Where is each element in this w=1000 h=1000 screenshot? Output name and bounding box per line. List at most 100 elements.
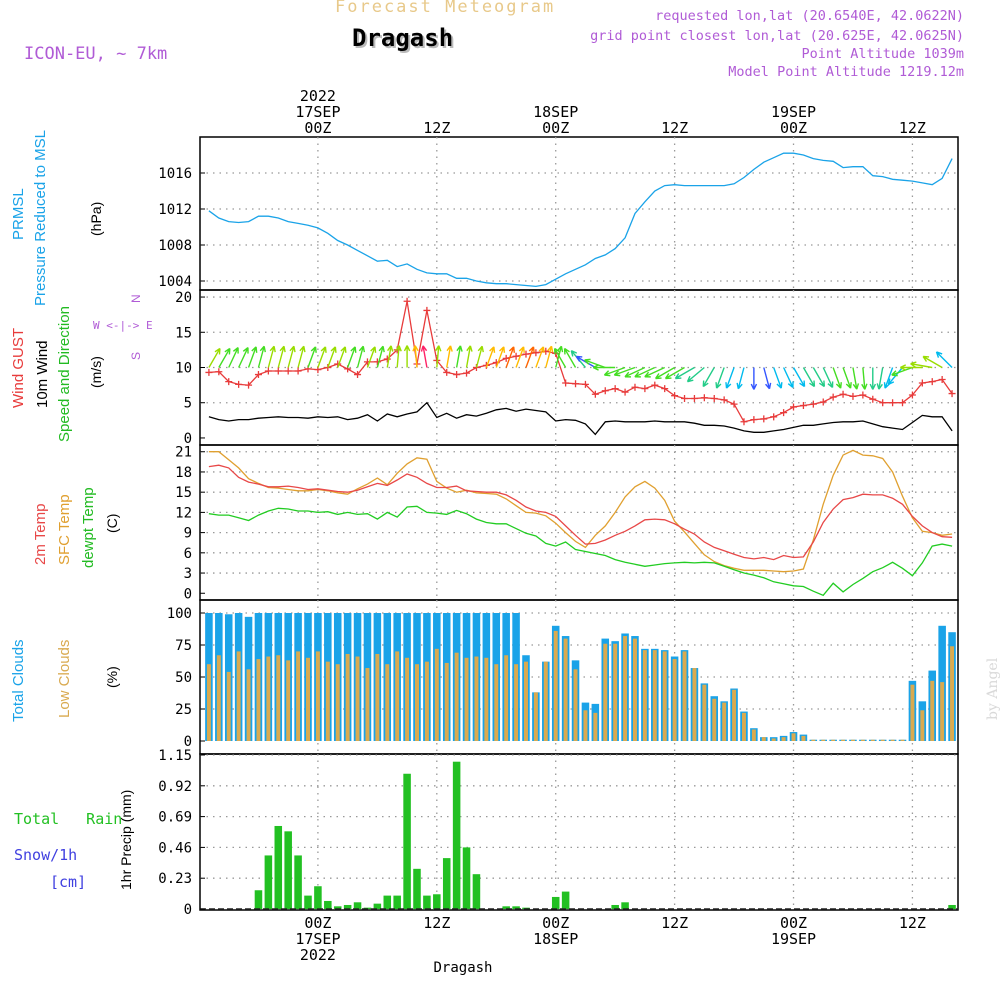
wind-direction-arrow: [861, 367, 868, 390]
wind-gust-marker: [740, 418, 748, 426]
rain-bar: [423, 895, 431, 909]
wind-direction-arrow: [910, 361, 933, 369]
wind-direction-arrow: [891, 366, 913, 377]
wind-direction-arrow: [327, 346, 337, 368]
station-name: Dragash: [352, 24, 454, 52]
time-label-top: 00Z: [780, 119, 807, 137]
time-label-bottom: 18SEP: [533, 930, 578, 948]
rain-bar: [284, 831, 292, 909]
wind-gust-marker: [502, 354, 510, 362]
low-cloud-bar: [355, 656, 360, 741]
wind-direction-arrow: [395, 345, 402, 368]
wind-gust-marker: [690, 395, 698, 402]
wind-direction-arrow: [455, 345, 463, 368]
y-tick-label: 1004: [158, 274, 192, 290]
low-cloud-bar: [880, 739, 885, 741]
wind-direction-arrow: [297, 345, 306, 368]
wind-direction-arrow: [900, 364, 923, 371]
y-tick-label: 21: [175, 445, 192, 461]
wind-gust-marker: [225, 378, 233, 386]
time-label-top: 00Z: [304, 119, 331, 137]
y-tick-label: 12: [175, 505, 192, 521]
wind-direction-arrow: [736, 367, 745, 390]
wind-gust-marker: [403, 297, 411, 305]
y-tick-label: 1012: [158, 202, 192, 218]
wind-gust-marker: [591, 390, 599, 398]
low-cloud-bar: [613, 643, 618, 741]
wind-direction-arrow: [525, 346, 535, 368]
rain-bar: [254, 890, 263, 909]
low-cloud-bar: [900, 739, 905, 741]
temp-2m-line: [208, 464, 953, 561]
wind-direction-arrow: [346, 346, 357, 368]
low-cloud-bar: [831, 739, 836, 741]
wind-gust-marker: [700, 394, 708, 402]
wind-gust-marker: [482, 361, 490, 369]
low-cloud-bar: [821, 739, 826, 741]
wind-gust-marker: [354, 371, 362, 379]
y-tick-label: 0: [184, 586, 192, 602]
snow-label: Snow/1h: [14, 846, 78, 864]
low-cloud-bar: [424, 661, 429, 741]
time-label-bottom: 00Z: [780, 914, 807, 932]
rain-bar: [264, 855, 273, 909]
wind-gust-marker: [849, 392, 857, 400]
wind-direction-arrow: [412, 345, 419, 368]
low-cloud-bar: [633, 638, 637, 741]
low-cloud-bar: [761, 737, 766, 741]
wind-speed-line: [208, 401, 953, 436]
low-cloud-bar: [642, 650, 647, 741]
low-cloud-bar: [395, 651, 400, 741]
wind-gust-marker: [443, 368, 451, 376]
wind-direction-arrow: [832, 367, 842, 389]
total-rain-label: Total Rain: [14, 810, 123, 828]
rain-bar: [621, 902, 629, 909]
model-name: ICON-EU, ~ 7km: [24, 44, 168, 64]
wind-gust-marker: [512, 352, 520, 360]
wind-direction-arrow: [822, 367, 834, 388]
time-label-top: 17SEP: [295, 103, 340, 121]
low-cloud-bar: [375, 653, 380, 741]
y-tick-label: 1016: [158, 166, 192, 182]
wind-gust-marker: [661, 385, 669, 393]
low-cloud-bar: [583, 710, 588, 741]
wind-gust-marker: [284, 367, 292, 375]
y-tick-label: 1008: [158, 238, 192, 254]
low-cloud-bar: [623, 636, 628, 741]
wind-gust-marker: [651, 381, 659, 389]
wind-gust-marker: [790, 403, 798, 411]
y-tick-label: 50: [175, 670, 192, 686]
low-cloud-bar: [454, 652, 459, 741]
wind-gust-marker: [889, 399, 897, 407]
wind-direction-arrow: [366, 346, 377, 368]
wind-direction-arrow: [674, 366, 695, 380]
low-cloud-bar: [741, 712, 746, 741]
low-cloud-bar: [940, 682, 945, 741]
wind-direction-arrow: [686, 366, 705, 383]
wind-direction-arrow: [842, 367, 852, 389]
low-cloud-bar: [553, 630, 558, 741]
wind-gust-marker: [948, 390, 956, 398]
low-cloud-bar: [712, 698, 717, 741]
rain-bar: [403, 773, 411, 909]
rain-bar: [373, 903, 382, 909]
wind-gust-marker: [245, 381, 253, 389]
time-label-top: 2022: [300, 87, 336, 105]
low-cloud-bar: [246, 669, 251, 741]
wind-gust-marker: [780, 409, 788, 417]
rain-bar: [948, 904, 956, 909]
wind-gust-marker: [770, 413, 778, 421]
rain-bar: [324, 900, 332, 909]
requested-location: requested lon,lat (20.6540E, 42.0622N): [655, 8, 964, 24]
low-cloud-bar: [910, 684, 915, 741]
low-cloud-bar: [563, 638, 568, 741]
low-cloud-bar: [870, 739, 875, 741]
wind-direction-arrow: [475, 345, 484, 368]
rain-bar: [611, 904, 619, 909]
y-tick-label: 0.69: [158, 810, 192, 826]
wind-direction-arrow: [257, 345, 266, 368]
wind-direction-arrow: [715, 367, 725, 389]
y-tick-label: 100: [167, 606, 192, 622]
low-cloud-bar: [682, 651, 687, 741]
wind-direction-arrow: [307, 346, 317, 368]
